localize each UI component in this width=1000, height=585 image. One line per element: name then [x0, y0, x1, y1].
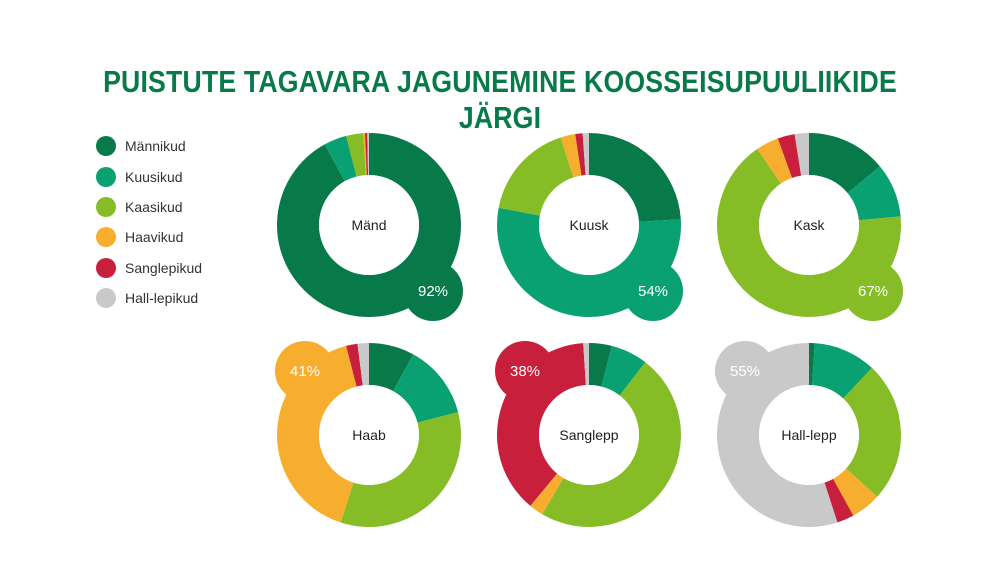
- legend-item-sanglepikud: Sanglepikud: [96, 253, 202, 283]
- pct-label-haab: 41%: [290, 363, 320, 380]
- slice-haab-mannikud: [369, 343, 414, 392]
- slice-kask-kaasikud: [717, 148, 901, 317]
- legend-swatch-kaasikud: [96, 196, 116, 217]
- chart-title: PUISTUTE TAGAVARA JAGUNEMINE KOOSSEISUPU…: [103, 64, 897, 135]
- slice-mand-kuusikud: [324, 135, 357, 182]
- center-label-kuusk: Kuusk: [570, 217, 610, 233]
- legend: Männikud Kuusikud Kaasikud Haavikud Sang…: [96, 131, 202, 313]
- slice-kuusk-mannikud: [589, 133, 681, 222]
- slice-kuusk-kaasikud: [498, 137, 574, 216]
- slice-kuusk-sanglepikud: [575, 133, 586, 176]
- legend-label-kuusikud: Kuusikud: [125, 168, 183, 185]
- slice-kuusk-hall-lepikud: [582, 133, 589, 176]
- slice-sanglepp-haavikud: [530, 473, 564, 515]
- slice-mand-sanglepikud: [364, 133, 369, 176]
- pct-label-sanglepp: 38%: [510, 363, 540, 380]
- legend-swatch-kuusikud: [96, 166, 116, 187]
- slice-kask-mannikud: [809, 133, 880, 194]
- slice-haab-sanglepikud: [346, 343, 363, 387]
- slice-sanglepp-kaasikud: [542, 362, 681, 527]
- donut-hole-kuusk: [539, 175, 639, 275]
- slice-mand-haavikud: [363, 133, 367, 176]
- slice-hall-lepp-mannikud: [809, 343, 815, 386]
- pct-label-mand: 92%: [418, 283, 448, 300]
- center-label-sanglepp: Sanglepp: [559, 427, 618, 443]
- legend-label-mannikud: Männikud: [125, 138, 186, 155]
- legend-item-haavikud: Haavikud: [96, 222, 202, 252]
- legend-item-kuusikud: Kuusikud: [96, 161, 202, 191]
- legend-item-kaasikud: Kaasikud: [96, 192, 202, 222]
- center-label-mand: Mänd: [351, 217, 386, 233]
- slice-kask-hall-lepikud: [794, 133, 809, 176]
- slice-sanglepp-kuusikud: [601, 345, 646, 396]
- pct-label-kuusk: 54%: [638, 283, 668, 300]
- donut-mand: Mänd 92%: [277, 133, 463, 321]
- donut-hole-kask: [759, 175, 859, 275]
- slice-kuusk-haavikud: [560, 134, 582, 178]
- slice-kuusk-kuusikud: [497, 207, 681, 317]
- legend-swatch-haavikud: [96, 227, 116, 248]
- slice-hall-lepp-hall-lepikud: [717, 343, 838, 527]
- legend-swatch-mannikud: [96, 136, 116, 157]
- center-label-kask: Kask: [793, 217, 825, 233]
- slice-hall-lepp-kuusikud: [812, 343, 872, 399]
- donut-kuusk: Kuusk 54%: [497, 133, 683, 321]
- slice-kask-sanglepikud: [777, 134, 802, 178]
- center-label-hall-lepp: Hall-lepp: [781, 427, 836, 443]
- legend-swatch-hall-lepikud: [96, 288, 116, 309]
- slice-hall-lepp-sanglepikud: [824, 478, 854, 523]
- slice-haab-kaasikud: [340, 412, 461, 527]
- donut-hole-haab: [319, 385, 419, 485]
- donut-kask: Kask 67%: [717, 133, 903, 321]
- slice-kask-haavikud: [757, 138, 793, 184]
- donut-hall-lepp: Hall-lepp 55%: [715, 341, 901, 527]
- slice-haab-hall-lepikud: [357, 343, 369, 386]
- slice-sanglepp-mannikud: [589, 343, 612, 387]
- legend-label-haavikud: Haavikud: [125, 229, 184, 246]
- legend-swatch-sanglepikud: [96, 257, 116, 278]
- slice-hall-lepp-haavikud: [833, 468, 878, 516]
- legend-item-mannikud: Männikud: [96, 131, 202, 161]
- legend-label-sanglepikud: Sanglepikud: [125, 259, 203, 276]
- slice-haab-haavikud: [277, 345, 357, 523]
- legend-label-kaasikud: Kaasikud: [125, 198, 183, 215]
- center-label-haab: Haab: [352, 427, 386, 443]
- donut-hole-sanglepp: [539, 385, 639, 485]
- slice-haab-kuusikud: [393, 354, 459, 423]
- legend-item-hall-lepikud: Hall-lepikud: [96, 283, 202, 313]
- pct-label-kask: 67%: [858, 283, 888, 300]
- legend-label-hall-lepikud: Hall-lepikud: [125, 290, 199, 307]
- slice-kask-kuusikud: [847, 166, 901, 221]
- slice-mand-mannikud: [277, 133, 462, 318]
- donut-haab: Haab 41%: [275, 341, 461, 527]
- slice-sanglepp-sanglepikud: [497, 343, 586, 506]
- donut-hole-mand: [319, 175, 419, 275]
- donut-hole-hall-lepp: [759, 385, 859, 485]
- slice-mand-hall-lepikud: [367, 133, 369, 176]
- pct-label-hall-lepp: 55%: [730, 363, 760, 380]
- donut-sanglepp: Sanglepp 38%: [495, 341, 681, 527]
- slice-mand-kaasikud: [346, 133, 366, 177]
- slice-sanglepp-hall-lepikud: [583, 343, 589, 386]
- slice-hall-lepp-kaasikud: [843, 367, 901, 497]
